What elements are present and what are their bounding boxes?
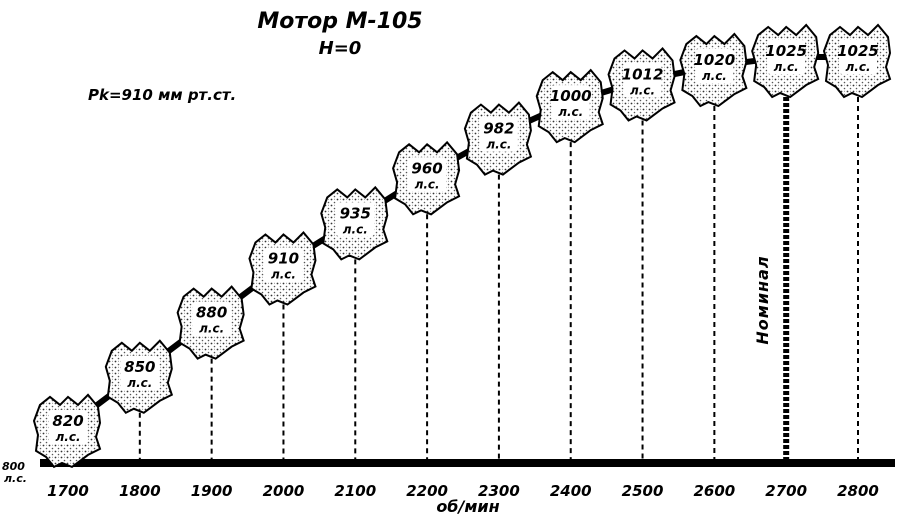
data-point-unit: л.с. xyxy=(415,177,440,191)
data-point-unit: л.с. xyxy=(702,69,727,83)
data-point-label-bg xyxy=(695,49,734,84)
x-tick-label: 1800 xyxy=(119,482,161,500)
data-point-value: 1012 xyxy=(622,65,664,83)
y-base-unit: л.с. xyxy=(4,472,27,485)
y-base-value: 800 xyxy=(2,460,25,473)
data-point-unit: л.с. xyxy=(845,60,870,74)
data-point-value: 1020 xyxy=(693,51,735,69)
data-point-label-bg xyxy=(623,63,662,98)
x-tick-label: 2800 xyxy=(837,482,879,500)
x-tick-label: 2100 xyxy=(334,482,376,500)
data-point-unit: л.с. xyxy=(486,138,511,152)
data-point-value: 820 xyxy=(52,412,83,430)
x-tick-label: 2700 xyxy=(765,482,807,500)
x-tick-label: 2400 xyxy=(550,482,592,500)
data-point-unit: л.с. xyxy=(774,60,799,74)
x-tick-label: 2200 xyxy=(406,482,448,500)
data-point-unit: л.с. xyxy=(343,222,368,236)
data-point-label-bg xyxy=(839,40,877,75)
data-point-label-bg xyxy=(336,202,375,237)
x-tick-label: 2000 xyxy=(263,482,305,500)
chart-title: Мотор М-105 xyxy=(257,9,422,34)
data-point-unit: л.с. xyxy=(127,376,152,390)
data-point-unit: л.с. xyxy=(271,268,296,282)
data-point-value: 982 xyxy=(483,120,514,138)
data-point-unit: л.с. xyxy=(630,83,655,97)
x-axis-label: об/мин xyxy=(436,497,499,516)
data-point-value: 935 xyxy=(340,204,371,222)
data-point-value: 960 xyxy=(411,159,442,177)
nominal-label: Номинал xyxy=(753,255,772,344)
data-point-value: 880 xyxy=(196,304,227,322)
x-tick-label: 1700 xyxy=(47,482,89,500)
pressure-label: Pk=910 мм рт.ст. xyxy=(88,86,236,104)
data-point-label-bg xyxy=(767,40,806,75)
x-tick-label: 2500 xyxy=(622,482,664,500)
chart-subtitle: H=0 xyxy=(319,38,362,59)
data-point-label-bg xyxy=(551,85,590,120)
data-point-value: 910 xyxy=(268,250,299,268)
x-tick-label: 2300 xyxy=(478,482,520,500)
data-point-unit: л.с. xyxy=(558,105,583,119)
x-tick-label: 2600 xyxy=(693,482,735,500)
data-point-label-bg xyxy=(49,409,87,444)
x-tick-label: 1900 xyxy=(191,482,233,500)
data-point-unit: л.с. xyxy=(199,322,224,336)
data-point-label-bg xyxy=(120,355,159,390)
data-point-label-bg xyxy=(264,247,303,282)
data-point-value: 1025 xyxy=(837,42,879,60)
data-point-label-bg xyxy=(192,301,231,336)
data-point-value: 1000 xyxy=(550,87,592,105)
data-point-value: 1025 xyxy=(765,42,807,60)
data-point-label-bg xyxy=(408,157,447,192)
data-point-label-bg xyxy=(479,117,518,152)
data-point-unit: л.с. xyxy=(55,430,80,444)
data-point-value: 850 xyxy=(124,358,155,376)
